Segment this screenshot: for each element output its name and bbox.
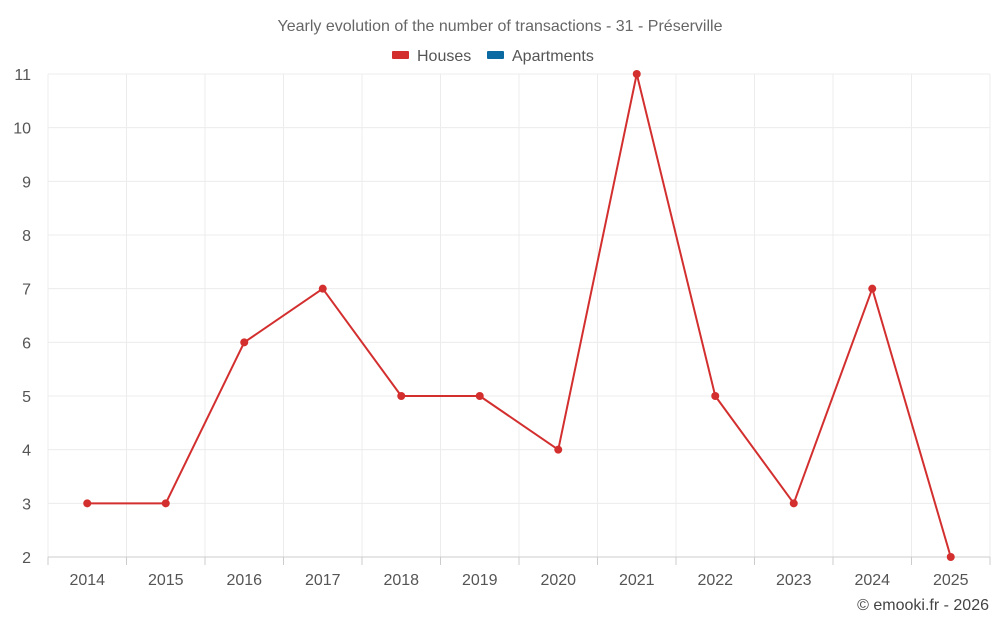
legend-item-apartments[interactable]: Apartments <box>487 48 594 65</box>
y-tick-label: 2 <box>22 550 31 567</box>
x-tick-label: 2021 <box>619 572 655 589</box>
data-point-houses-2015[interactable] <box>161 499 170 508</box>
data-point-houses-2014[interactable] <box>83 499 92 508</box>
data-point-houses-2025[interactable] <box>946 553 955 561</box>
legend-swatch-apartments <box>487 51 504 59</box>
y-tick-label: 8 <box>22 228 31 245</box>
y-tick-label: 5 <box>22 389 31 406</box>
x-tick-label: 2016 <box>226 572 262 589</box>
x-tick-label: 2018 <box>383 572 419 589</box>
y-tick-label: 6 <box>22 335 31 352</box>
credit-text: © emooki.fr - 2026 <box>857 597 989 614</box>
data-point-houses-2016[interactable] <box>240 338 249 347</box>
chart-title: Yearly evolution of the number of transa… <box>278 18 723 35</box>
series-houses <box>83 70 955 561</box>
legend-item-houses[interactable]: Houses <box>392 48 471 65</box>
x-tick-label: 2014 <box>69 572 105 589</box>
data-point-houses-2017[interactable] <box>318 284 327 293</box>
data-point-houses-2020[interactable] <box>554 445 563 454</box>
data-point-houses-2022[interactable] <box>711 392 720 400</box>
y-tick-label: 10 <box>13 121 31 138</box>
x-tick-label: 2015 <box>148 572 184 589</box>
y-axis-ticks: 2 3 4 5 6 7 8 9 10 11 <box>13 67 31 567</box>
data-point-houses-2019[interactable] <box>475 392 484 400</box>
data-point-houses-2021[interactable] <box>632 70 641 78</box>
legend: Houses Apartments <box>392 48 594 65</box>
data-point-houses-2023[interactable] <box>789 499 798 508</box>
x-tick-label: 2023 <box>776 572 812 589</box>
legend-swatch-houses <box>392 51 409 59</box>
x-tick-label: 2017 <box>305 572 341 589</box>
x-tick-label: 2019 <box>462 572 498 589</box>
x-tick-label: 2024 <box>854 572 890 589</box>
data-point-houses-2024[interactable] <box>868 284 877 293</box>
x-tick-label: 2022 <box>697 572 733 589</box>
grid <box>47 73 991 558</box>
y-tick-label: 4 <box>22 443 31 460</box>
legend-label-houses: Houses <box>417 48 471 65</box>
x-tick-label: 2020 <box>540 572 576 589</box>
x-tick-label: 2025 <box>933 572 969 589</box>
y-tick-label: 9 <box>22 174 31 191</box>
y-tick-label: 7 <box>22 282 31 299</box>
data-point-houses-2018[interactable] <box>397 392 406 400</box>
y-tick-label: 11 <box>14 67 31 84</box>
x-axis-ticks: 2014 2015 2016 2017 2018 2019 2020 2021 2022 2023… <box>47 557 991 589</box>
y-tick-label: 3 <box>22 496 31 513</box>
series-line-houses <box>87 73 952 558</box>
legend-label-apartments: Apartments <box>512 48 594 65</box>
